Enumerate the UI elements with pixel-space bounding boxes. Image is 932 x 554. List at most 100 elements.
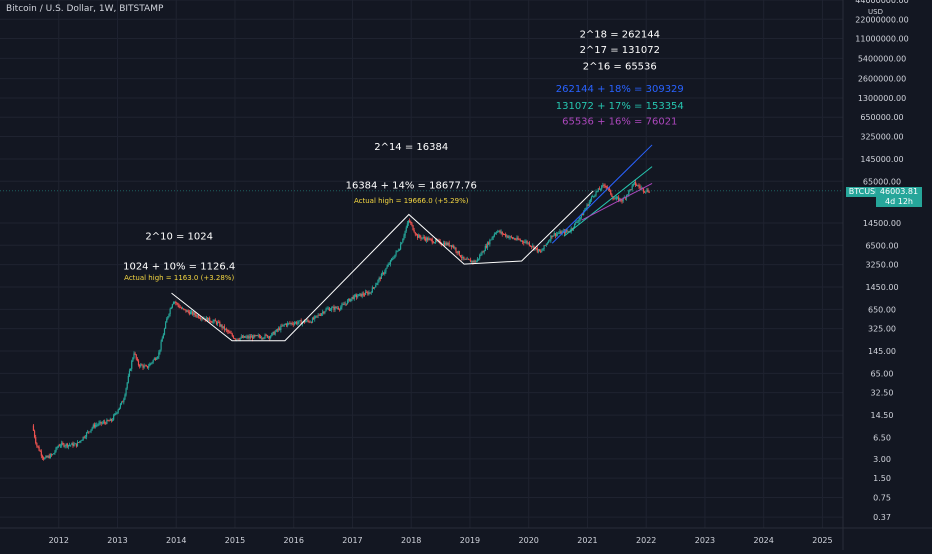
time-axis[interactable]: 2012 2013 2014 2015 2016 2017 2018 2019 2020 2021… — [0, 527, 932, 545]
candle-body — [33, 430, 36, 438]
candle-body — [165, 322, 167, 329]
candle-body — [186, 310, 188, 312]
candle-body — [606, 187, 608, 189]
candle-body — [197, 315, 199, 318]
candle-body — [332, 306, 334, 308]
candle-body — [413, 230, 415, 233]
candle-body — [236, 338, 238, 340]
candle-body — [205, 317, 207, 320]
candle-body — [249, 336, 251, 338]
candle-body — [213, 320, 215, 322]
candle-body — [453, 245, 455, 249]
candle-body — [560, 231, 562, 234]
candle-body — [341, 304, 343, 308]
candle-body — [484, 246, 486, 251]
candle-body — [525, 241, 527, 243]
candle-body — [187, 310, 189, 312]
candle-body — [557, 233, 559, 235]
candle-body — [117, 409, 119, 413]
candle-body — [310, 321, 312, 323]
y-tick-label: 1300000.00 — [858, 94, 906, 103]
y-tick-label: 22000000.00 — [855, 15, 908, 24]
candle-body — [50, 454, 53, 456]
candle-body — [349, 298, 351, 302]
candle-body — [84, 436, 87, 438]
candle-body — [232, 335, 235, 339]
candle-body — [195, 314, 197, 317]
candle-body — [518, 239, 520, 241]
candle-body — [46, 456, 48, 458]
candle-body — [266, 335, 268, 338]
candle-body — [599, 189, 602, 191]
candle-body — [450, 245, 453, 247]
candle-body — [462, 256, 464, 258]
candle-body — [637, 185, 639, 187]
candle-body — [348, 298, 350, 301]
candle-body — [159, 349, 161, 353]
candle-body — [177, 303, 179, 306]
candle-body — [552, 235, 554, 237]
candle-body — [342, 304, 344, 305]
candle-body — [506, 235, 508, 237]
candle-body — [580, 214, 582, 218]
candle-body — [125, 388, 127, 395]
chart-annotation: 2^14 = 16384 — [374, 142, 448, 153]
candle-body — [294, 322, 297, 324]
candle-body — [306, 320, 308, 322]
candle-body — [512, 238, 515, 240]
candle-body — [272, 331, 274, 334]
candle-body — [594, 195, 596, 197]
candle-body — [271, 333, 273, 337]
candle-body — [397, 250, 399, 252]
candle-body — [275, 329, 277, 332]
candle-body — [366, 291, 368, 293]
candle-body — [510, 236, 512, 238]
candle-body — [209, 317, 211, 322]
candle-body — [480, 254, 482, 256]
candle-body — [628, 190, 630, 195]
candle-body — [406, 223, 408, 228]
candle-body — [372, 287, 375, 289]
candle-body — [474, 260, 476, 263]
candle-body — [537, 249, 540, 252]
candle-body — [381, 272, 384, 274]
candle-body — [534, 247, 536, 250]
currency-label: USD — [868, 8, 883, 16]
candle-body — [299, 320, 301, 322]
candle-body — [588, 202, 590, 206]
candle-body — [566, 230, 568, 232]
candle-body — [376, 283, 378, 286]
y-tick-label: 0.75 — [873, 493, 891, 502]
candle-body — [438, 240, 440, 242]
candle-body — [640, 187, 642, 189]
candle-body — [126, 382, 128, 389]
candle-body — [473, 260, 475, 263]
candle-body — [336, 308, 338, 309]
candle-body — [56, 447, 58, 449]
chart-annotation: 2^17 = 131072 — [580, 45, 660, 56]
candle-body — [374, 287, 376, 289]
candle-body — [465, 259, 467, 260]
price-axis[interactable]: 44000000.00 22000000.00 11000000.00 5400000… — [842, 0, 909, 550]
candle-body — [215, 321, 218, 324]
candle-body — [581, 214, 584, 216]
candle-body — [64, 445, 66, 447]
candle-body — [254, 335, 256, 336]
candle-body — [369, 292, 371, 294]
candle-body — [161, 338, 163, 342]
x-tick-label: 2015 — [225, 536, 245, 545]
candle-body — [291, 323, 293, 324]
chart-annotation: 16384 + 14% = 18677.76 — [346, 181, 477, 192]
candle-body — [226, 328, 228, 331]
y-tick-label: 650.00 — [868, 305, 896, 314]
candle-body — [140, 364, 142, 367]
candle-body — [511, 237, 514, 239]
candle-body — [575, 222, 577, 224]
candle-body — [68, 444, 71, 446]
candle-body — [387, 264, 389, 267]
chart-annotation: 2^16 = 65536 — [583, 62, 657, 73]
candle-body — [261, 337, 263, 339]
